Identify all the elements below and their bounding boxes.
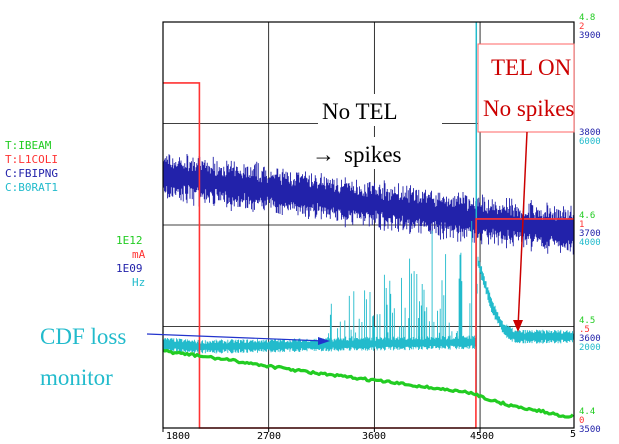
legend: T:IBEAM T:L1COLI C:FBIPNG C:B0RAT1 1E12 … [5, 139, 146, 289]
right-tick: 4000 [579, 238, 601, 248]
series-ibeam [162, 348, 575, 419]
annotation-no-tel-bg2 [338, 137, 450, 169]
right-axis: 4.8 2 3900 3800 6000 4.6 1 3700 4000 4.5… [579, 13, 601, 435]
annotation-tel-on-line2: No spikes [483, 96, 574, 121]
annotation-no-tel-bg [318, 94, 442, 126]
unit-b0rat1: Hz [132, 276, 145, 289]
right-tick: 4.5 [579, 316, 595, 326]
annotation-tel-on-line1: TEL ON [491, 55, 572, 80]
right-tick: 4.4 [579, 407, 595, 417]
annotation-cdf-line1: CDF loss [40, 324, 126, 349]
right-tick: 4.8 [579, 13, 595, 23]
right-tick: 3500 [579, 425, 601, 435]
annotation-no-tel-line1: No TEL [322, 99, 398, 124]
legend-l1coli: T:L1COLI [5, 153, 58, 166]
ibeam-line [162, 348, 575, 419]
right-tick: 6000 [579, 137, 601, 147]
right-tick: 3900 [579, 31, 601, 41]
unit-l1coli: mA [132, 248, 146, 261]
x-axis: 1800 2700 3600 4500 5 [166, 429, 576, 442]
x-tick-label: 4500 [470, 431, 494, 442]
legend-b0rat1: C:B0RAT1 [5, 181, 58, 194]
unit-fbipng: 1E09 [116, 262, 143, 275]
x-tick-label: 3600 [362, 431, 386, 442]
annotation-no-tel-line2: spikes [344, 142, 402, 167]
unit-ibeam: 1E12 [116, 234, 143, 247]
plot-frame [162, 21, 575, 432]
annotation-no-tel: No TEL → spikes [312, 94, 450, 169]
annotation-tel-on-box [477, 43, 575, 133]
legend-fbipng: C:FBIPNG [5, 167, 58, 180]
annotation-no-tel-arrow: → [312, 142, 335, 167]
annotation-tel-on-arrow [517, 131, 528, 329]
annotation-cdf-arrowhead [318, 337, 330, 345]
right-tick: 2000 [579, 343, 601, 353]
right-tick: 2 [579, 22, 584, 32]
annotation-cdf-arrow [146, 333, 326, 342]
annotation-tel-on-arrowhead [513, 320, 523, 332]
right-tick: 3700 [579, 229, 601, 239]
right-tick: 1 [579, 220, 584, 230]
right-tick: 0 [579, 416, 584, 426]
legend-ibeam: T:IBEAM [5, 139, 52, 152]
annotation-cdf: CDF loss monitor [40, 324, 330, 390]
annotation-cdf-line2: monitor [40, 365, 113, 390]
plot-border [162, 21, 575, 429]
right-tick: 4.6 [579, 211, 595, 221]
x-tick-label: 5 [570, 429, 576, 440]
right-tick: 3800 [579, 128, 601, 138]
right-tick: .5 [579, 325, 590, 335]
x-tick-label: 2700 [257, 431, 281, 442]
x-tick-label: 1800 [166, 431, 190, 442]
annotation-tel-on: TEL ON No spikes [477, 43, 575, 332]
right-tick: 3600 [579, 334, 601, 344]
